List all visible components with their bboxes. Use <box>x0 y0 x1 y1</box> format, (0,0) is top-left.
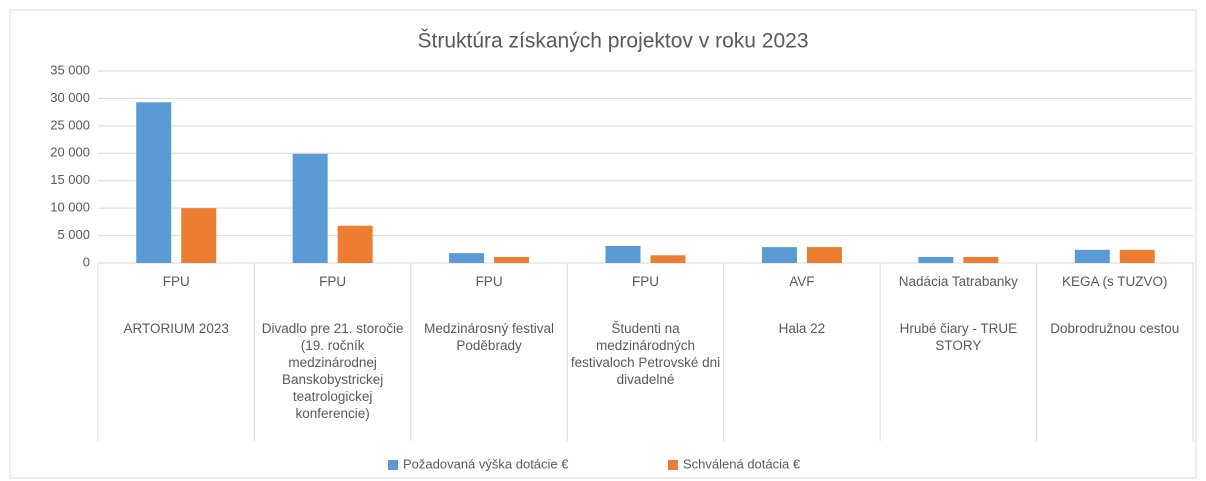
y-tick-label: 35 000 <box>50 62 90 77</box>
x-tick-label: Medzinárosný festival Poděbrady <box>424 321 554 353</box>
y-tick-label: 20 000 <box>50 145 90 160</box>
group-label: FPU <box>632 274 659 289</box>
bar <box>761 247 797 263</box>
bar <box>337 225 373 263</box>
group-label: FPU <box>162 274 190 289</box>
legend-swatch <box>668 460 678 470</box>
y-tick-label: 25 000 <box>50 117 90 132</box>
x-tick-label: Hrubé čiary - TRUE STORY <box>899 321 1018 353</box>
chart-title: Štruktúra získaných projektov v roku 202… <box>417 30 808 53</box>
legend-label: Schválená dotácia € <box>683 456 801 471</box>
bar <box>292 153 328 263</box>
y-tick-label: 0 <box>83 254 90 269</box>
group-label: AVF <box>789 274 815 289</box>
bar <box>650 255 686 263</box>
y-tick-label: 15 000 <box>50 172 90 187</box>
bar <box>1074 249 1110 263</box>
x-tick-label: ARTORIUM 2023 <box>123 321 229 336</box>
group-label: FPU <box>319 274 347 289</box>
bar <box>963 256 999 263</box>
bar <box>494 256 530 263</box>
group-label: FPU <box>475 274 503 289</box>
x-tick-label: Dobrodružnou cestou <box>1050 321 1180 336</box>
bar <box>136 102 172 263</box>
legend-label: Požadovaná výška dotácie € <box>403 456 569 471</box>
x-tick-label: Divadlo pre 21. storočie (19. ročník med… <box>261 321 404 421</box>
x-tick-label: Študenti na medzinárodných festivaloch P… <box>570 321 721 387</box>
x-tick-label: Hala 22 <box>778 321 826 336</box>
y-tick-label: 5 000 <box>57 227 90 242</box>
bar <box>806 247 842 263</box>
bar <box>605 245 641 263</box>
legend-swatch <box>388 460 398 470</box>
group-label: Nadácia Tatrabanky <box>898 274 1018 289</box>
bar <box>181 208 217 263</box>
bar <box>1119 249 1155 263</box>
chart-border <box>9 9 1197 479</box>
y-tick-label: 10 000 <box>50 200 90 215</box>
bar <box>918 256 954 263</box>
y-tick-label: 30 000 <box>50 90 90 105</box>
group-label: KEGA (s TUZVO) <box>1062 274 1168 289</box>
bar <box>449 253 485 263</box>
